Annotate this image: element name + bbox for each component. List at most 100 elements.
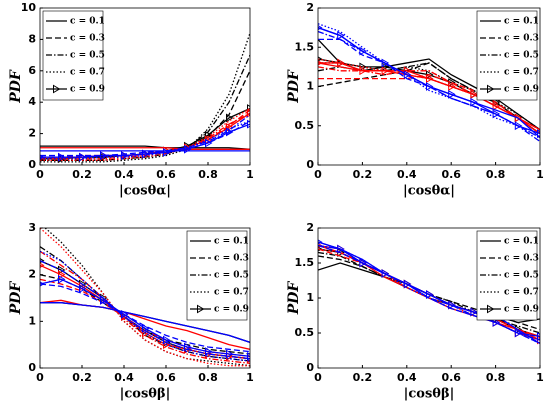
legend-label: c = 0.3 bbox=[214, 254, 249, 264]
plot-area bbox=[40, 228, 250, 367]
marker bbox=[448, 82, 456, 91]
x-axis-label: |cosθβ| bbox=[404, 387, 455, 402]
marker bbox=[337, 58, 345, 68]
legend-label: c = 0.9 bbox=[504, 85, 539, 95]
y-tick-label: 0 bbox=[306, 158, 314, 171]
legend-label: c = 0.7 bbox=[504, 68, 539, 78]
marker bbox=[247, 119, 250, 129]
legend-label: c = 0.3 bbox=[70, 34, 105, 44]
legend-label: c = 0.3 bbox=[504, 254, 539, 264]
marker bbox=[318, 25, 323, 31]
series-line bbox=[40, 246, 250, 362]
marker bbox=[163, 148, 171, 157]
x-tick-label: 0.6 bbox=[156, 168, 176, 181]
marker bbox=[247, 351, 250, 361]
marker bbox=[337, 31, 345, 40]
marker bbox=[58, 274, 66, 284]
x-tick-label: 0.4 bbox=[397, 168, 417, 181]
y-tick-label: 1.5 bbox=[295, 40, 315, 53]
series-line bbox=[40, 147, 250, 150]
y-tick-label: 3 bbox=[28, 221, 36, 234]
x-axis-label: |cosθα| bbox=[403, 184, 455, 199]
marker bbox=[205, 138, 213, 148]
marker bbox=[100, 151, 108, 160]
marker bbox=[537, 332, 540, 341]
x-tick-label: 0.6 bbox=[156, 371, 176, 384]
marker bbox=[58, 152, 66, 162]
x-tick-label: 1 bbox=[246, 371, 254, 384]
x-tick-label: 0.2 bbox=[353, 371, 373, 384]
marker bbox=[163, 335, 171, 345]
x-tick-label: 0.6 bbox=[441, 371, 461, 384]
marker bbox=[359, 66, 367, 76]
y-tick-label: 1 bbox=[306, 291, 314, 304]
marker bbox=[40, 154, 45, 160]
legend-box bbox=[476, 230, 538, 321]
marker bbox=[514, 121, 523, 131]
y-axis-label: PDF bbox=[286, 69, 302, 104]
legend-label: c = 0.9 bbox=[504, 305, 539, 315]
legend-label: c = 0.1 bbox=[214, 237, 249, 247]
x-tick-label: 0.4 bbox=[114, 371, 134, 384]
y-axis-label: PDF bbox=[8, 69, 24, 104]
marker bbox=[403, 70, 412, 80]
x-tick-label: 1 bbox=[246, 168, 254, 181]
legend-label: c = 0.9 bbox=[214, 305, 249, 315]
marker bbox=[100, 295, 108, 305]
x-tick-label: 0 bbox=[36, 168, 44, 181]
marker bbox=[470, 89, 478, 99]
x-tick-label: 0.8 bbox=[198, 168, 218, 181]
marker bbox=[426, 290, 434, 299]
series-line bbox=[40, 228, 250, 367]
y-tick-label: 1 bbox=[28, 314, 36, 327]
marker bbox=[226, 127, 234, 137]
x-tick-label: 0 bbox=[314, 371, 322, 384]
series-line bbox=[318, 62, 540, 135]
series-line bbox=[318, 27, 540, 135]
marker bbox=[492, 101, 501, 111]
plot-area bbox=[40, 32, 250, 164]
y-tick-label: 0.5 bbox=[295, 326, 315, 339]
marker bbox=[359, 258, 367, 268]
x-axis-label: |cosθβ| bbox=[120, 387, 171, 402]
marker bbox=[448, 89, 456, 99]
marker bbox=[514, 113, 523, 123]
axes-box bbox=[39, 227, 251, 369]
marker bbox=[79, 284, 87, 294]
series-line bbox=[318, 38, 540, 139]
x-tick-label: 0.8 bbox=[486, 371, 506, 384]
marker bbox=[448, 300, 456, 310]
x-tick-label: 0.4 bbox=[114, 168, 134, 181]
plot-area bbox=[318, 23, 540, 142]
series-line bbox=[318, 74, 540, 131]
y-tick-label: 2 bbox=[306, 221, 314, 234]
series-line bbox=[318, 23, 540, 139]
marker bbox=[58, 270, 66, 280]
marker bbox=[205, 347, 213, 357]
marker bbox=[197, 304, 205, 314]
marker bbox=[514, 328, 523, 338]
marker bbox=[381, 66, 390, 76]
legend-label: c = 0.7 bbox=[214, 288, 249, 298]
x-tick-label: 0.4 bbox=[397, 371, 417, 384]
marker bbox=[40, 262, 45, 268]
x-tick-label: 0.2 bbox=[353, 168, 373, 181]
legend-label: c = 0.1 bbox=[504, 17, 539, 27]
series-line bbox=[40, 299, 250, 350]
marker bbox=[226, 349, 234, 359]
legend-label: c = 0.7 bbox=[70, 68, 105, 78]
plot-area bbox=[318, 239, 540, 345]
y-tick-label: 0.5 bbox=[295, 119, 315, 132]
marker bbox=[492, 318, 501, 327]
series-line bbox=[40, 32, 250, 163]
x-tick-label: 0 bbox=[314, 168, 322, 181]
y-tick-label: 1.5 bbox=[295, 256, 315, 269]
marker bbox=[426, 74, 434, 84]
legend-label: c = 0.5 bbox=[504, 51, 539, 61]
marker bbox=[487, 304, 495, 314]
legend-label: c = 0.1 bbox=[70, 17, 105, 27]
marker bbox=[537, 129, 540, 138]
x-tick-label: 0 bbox=[36, 371, 44, 384]
series-line bbox=[44, 228, 250, 367]
x-axis-label: |cosθα| bbox=[119, 184, 171, 199]
